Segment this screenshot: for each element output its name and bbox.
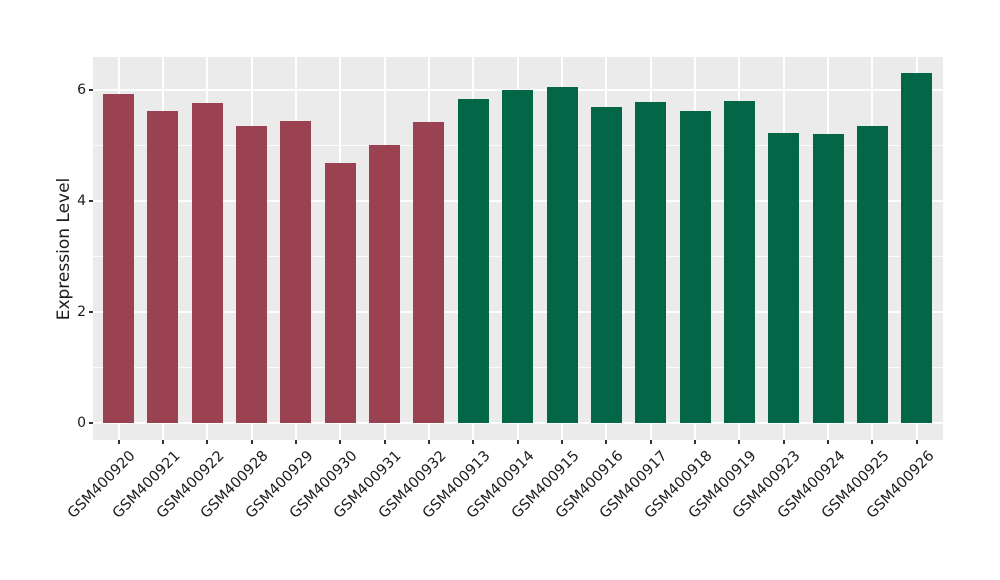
plot-panel bbox=[93, 57, 943, 440]
x-tick-GSM400914 bbox=[516, 440, 519, 444]
bar-GSM400913 bbox=[457, 99, 489, 423]
x-tick-GSM400921 bbox=[161, 440, 164, 444]
y-tick-6 bbox=[89, 89, 93, 91]
bar-GSM400926 bbox=[901, 73, 933, 423]
x-tick-GSM400931 bbox=[383, 440, 386, 444]
y-tick-2 bbox=[89, 311, 93, 313]
bar-GSM400932 bbox=[413, 121, 445, 423]
x-tick-GSM400913 bbox=[472, 440, 475, 444]
bar-GSM400920 bbox=[103, 93, 134, 423]
x-tick-GSM400920 bbox=[117, 440, 120, 444]
x-tick-GSM400929 bbox=[294, 440, 297, 444]
bar-GSM400923 bbox=[768, 132, 800, 423]
y-label-2: 2 bbox=[77, 304, 86, 320]
bar-GSM400915 bbox=[546, 87, 578, 423]
x-tick-GSM400916 bbox=[605, 440, 608, 444]
bar-GSM400921 bbox=[147, 110, 179, 423]
x-tick-GSM400928 bbox=[250, 440, 253, 444]
bar-GSM400930 bbox=[324, 162, 356, 423]
x-tick-GSM400930 bbox=[339, 440, 342, 444]
x-tick-GSM400922 bbox=[206, 440, 209, 444]
x-tick-GSM400915 bbox=[561, 440, 563, 444]
bar-GSM400914 bbox=[502, 90, 534, 423]
x-tick-GSM400924 bbox=[827, 440, 830, 444]
y-tick-4 bbox=[89, 200, 93, 202]
x-tick-GSM400932 bbox=[427, 440, 430, 444]
bar-GSM400918 bbox=[679, 111, 711, 423]
bar-GSM400919 bbox=[723, 100, 755, 423]
y-label-4: 4 bbox=[77, 193, 86, 209]
x-tick-GSM400918 bbox=[694, 440, 697, 444]
bar-GSM400925 bbox=[856, 126, 888, 423]
bar-GSM400924 bbox=[812, 134, 844, 423]
x-tick-GSM400925 bbox=[871, 440, 874, 444]
x-tick-GSM400926 bbox=[915, 440, 918, 444]
y-tick-0 bbox=[89, 422, 93, 424]
bar-GSM400929 bbox=[280, 121, 312, 423]
bar-GSM400916 bbox=[590, 106, 622, 423]
bar-GSM400922 bbox=[191, 102, 223, 423]
x-tick-GSM400923 bbox=[782, 440, 785, 444]
y-label-0: 0 bbox=[77, 415, 86, 431]
bar-GSM400928 bbox=[236, 125, 268, 423]
bar-GSM400917 bbox=[635, 101, 667, 423]
y-label-6: 6 bbox=[77, 82, 86, 98]
bar-GSM400931 bbox=[369, 144, 401, 423]
x-tick-GSM400917 bbox=[649, 440, 652, 444]
x-tick-GSM400919 bbox=[738, 440, 741, 444]
